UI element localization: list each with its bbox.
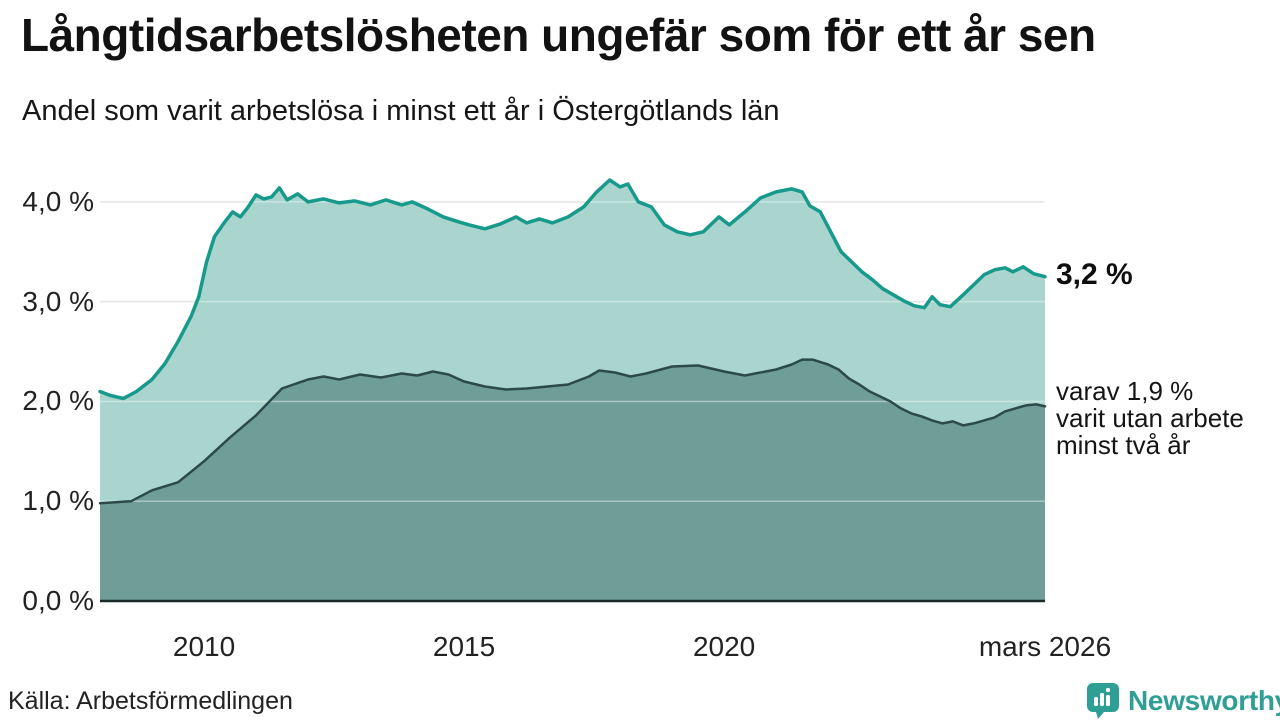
latest-total-value-label: 3,2 % — [1056, 257, 1133, 291]
x-axis-tick-label: mars 2026 — [978, 631, 1112, 662]
chart-subtitle: Andel som varit arbetslösa i minst ett å… — [22, 95, 780, 127]
source-attribution: Källa: Arbetsförmedlingen — [8, 687, 293, 715]
y-axis-tick-label: 4,0 % — [22, 185, 94, 217]
line-subset — [98, 358, 1047, 505]
newsworthy-logo[interactable]: Newsworthy — [1086, 682, 1280, 720]
newsworthy-bubble-chart-icon — [1086, 682, 1120, 720]
area-subset — [100, 359, 1045, 601]
x-axis-tick-label: 2010 — [172, 631, 236, 662]
subset-label-line: varit utan arbete — [1056, 403, 1244, 434]
newsworthy-wordmark: Newsworthy — [1128, 685, 1280, 716]
y-axis-tick-label: 0,0 % — [22, 585, 94, 616]
x-axis-tick-label: 2015 — [432, 631, 496, 662]
line-total — [98, 178, 1047, 401]
subset-label-line: varav 1,9 % — [1056, 376, 1194, 407]
y-axis-tick-label: 3,0 % — [22, 285, 94, 317]
x-axis-tick-label: 2020 — [692, 631, 756, 662]
y-axis-tick-label: 1,0 % — [22, 485, 94, 517]
page-title: Långtidsarbetslösheten ungefär som för e… — [21, 9, 1096, 61]
subset-label-line: minst två år — [1056, 430, 1191, 461]
y-axis-tick-label: 2,0 % — [22, 385, 94, 417]
latest-subset-value-label: varav 1,9 % varit utan arbete minst två … — [1056, 378, 1244, 459]
